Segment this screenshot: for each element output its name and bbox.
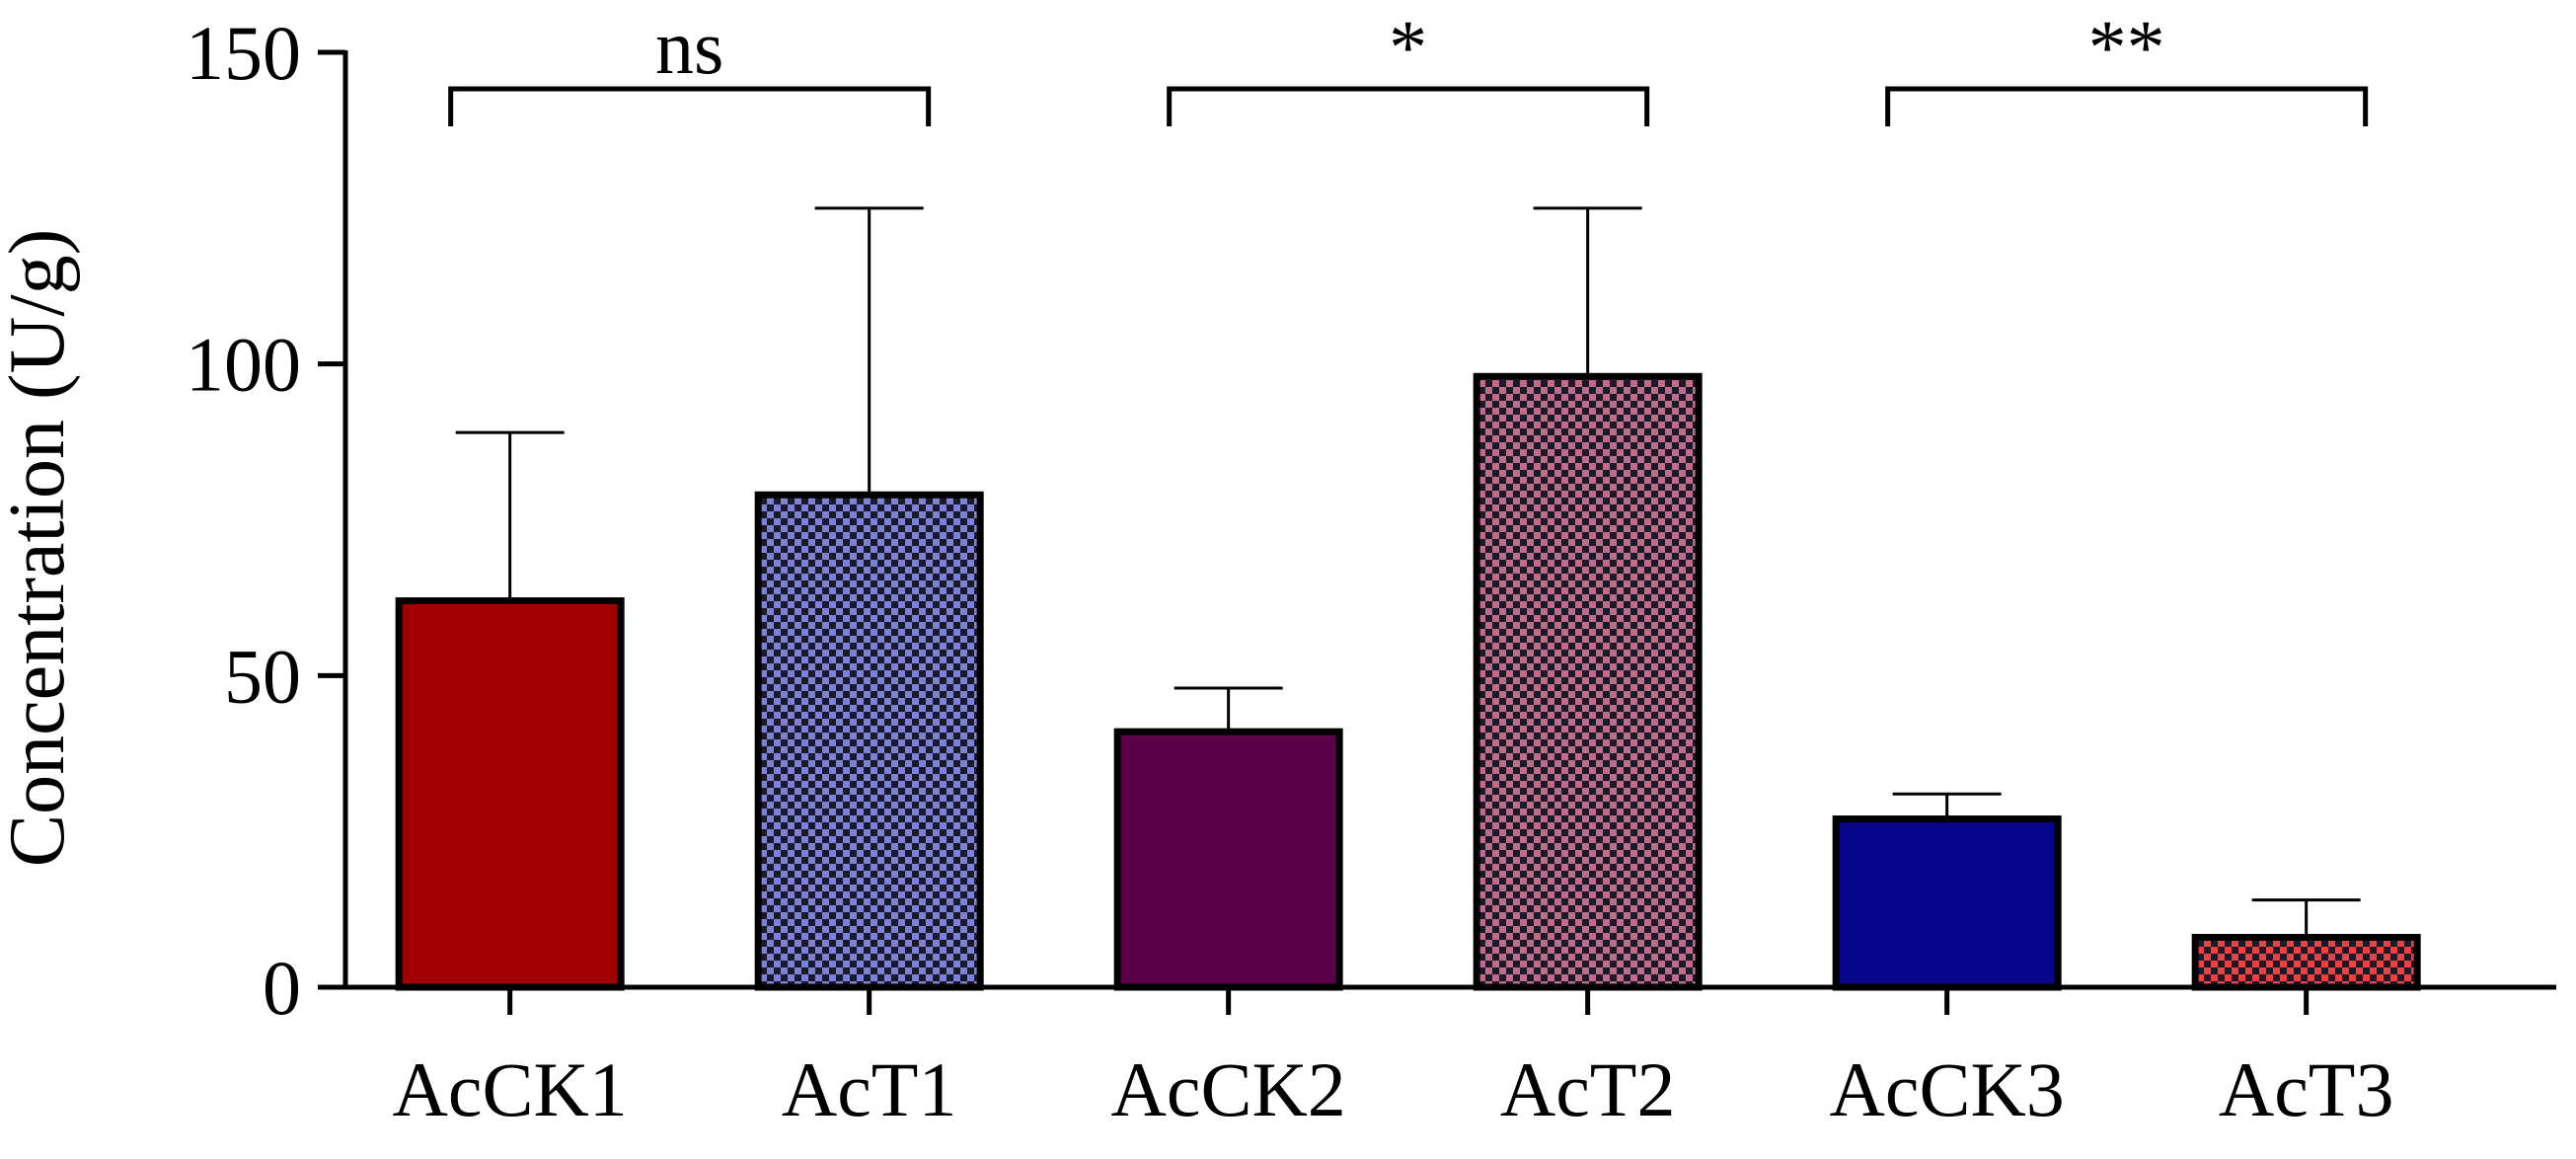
bar-AcCK3 [1832,815,2062,991]
bar-AcCK2 [1113,728,1343,991]
x-tick-label: AcCK1 [393,1046,628,1132]
x-tick-label: AcT2 [1500,1046,1676,1132]
y-tick-label: 50 [224,633,301,719]
significance-bracket [448,86,932,126]
y-tick-label: 100 [186,322,301,408]
error-bars-layer [455,206,2361,938]
significance-label: * [1389,4,1427,90]
y-tick-label: 150 [186,10,301,96]
significance-label: ** [2088,4,2165,90]
bars-layer [395,372,2421,991]
significance-label: ns [655,4,723,90]
bar-AcCK1 [395,597,625,991]
significance-layer: ns * ** [448,4,2369,126]
x-tick-label: AcT1 [782,1046,957,1132]
significance-bracket [1167,86,1650,126]
y-axis-title: Concentration (U/g) [0,229,81,867]
bar-AcT1 [754,491,984,991]
x-tick-label: AcCK2 [1111,1046,1346,1132]
x-tick-label: AcCK3 [1830,1046,2065,1132]
bar-AcT2 [1473,372,1703,991]
y-tick-label: 0 [263,945,301,1031]
significance-bracket [1885,86,2369,126]
x-tick-label: AcT3 [2219,1046,2394,1132]
x-axis-ticks: AcCK1 AcT1 AcCK2 AcT2 AcCK3 AcT3 [393,987,2394,1132]
y-axis-ticks: 0 50 100 150 [186,10,345,1031]
bar-AcT3 [2191,933,2421,991]
